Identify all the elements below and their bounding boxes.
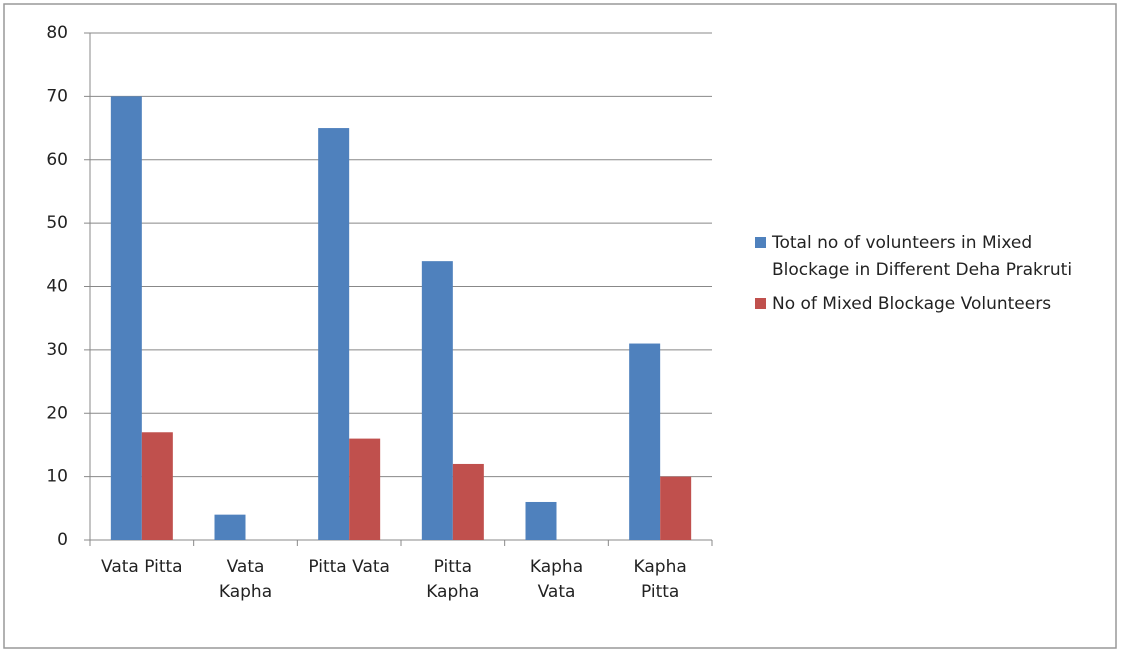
- bar: [629, 343, 661, 540]
- legend-swatch: [755, 237, 766, 248]
- x-tick-label: Pitta Vata: [308, 557, 390, 577]
- y-tick-label: 40: [46, 277, 68, 297]
- legend-label: No of Mixed Blockage Volunteers: [772, 294, 1051, 314]
- x-tick-label: Vata: [227, 557, 265, 577]
- x-tick-label: Kapha: [219, 582, 272, 602]
- y-tick-label: 20: [46, 403, 68, 423]
- y-tick-label: 80: [46, 23, 68, 43]
- bar: [214, 514, 246, 540]
- bar: [421, 261, 453, 540]
- x-tick-label: Kapha: [634, 557, 687, 577]
- bar: [660, 476, 692, 540]
- chart-border: [3, 3, 1117, 649]
- y-tick-label: 0: [57, 530, 68, 550]
- x-tick-label: Vata: [538, 582, 576, 602]
- x-tick-label: Kapha: [530, 557, 583, 577]
- bar: [110, 96, 142, 540]
- bar: [452, 463, 484, 540]
- x-tick-label: Vata Pitta: [101, 557, 183, 577]
- y-tick-label: 50: [46, 213, 68, 233]
- bar: [349, 438, 381, 540]
- y-tick-label: 70: [46, 86, 68, 106]
- bar: [525, 501, 557, 540]
- y-tick-label: 10: [46, 467, 68, 487]
- legend-swatch: [755, 298, 766, 309]
- x-tick-label: Pitta: [641, 582, 679, 602]
- x-tick-label: Kapha: [426, 582, 479, 602]
- x-tick-label: Pitta: [434, 557, 472, 577]
- y-tick-label: 30: [46, 340, 68, 360]
- bar: [141, 432, 173, 540]
- y-tick-label: 60: [46, 150, 68, 170]
- bar: [318, 128, 350, 540]
- legend-label: Total no of volunteers in Mixed Blockage …: [771, 233, 1072, 280]
